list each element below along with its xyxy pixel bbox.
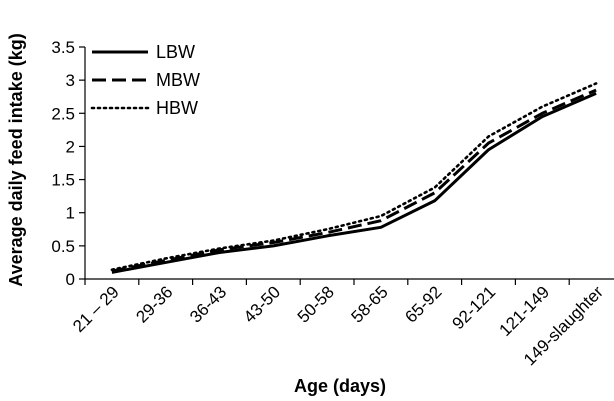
x-tick-label: 21 – 29: [69, 282, 123, 336]
x-tick-label: 36-43: [186, 282, 230, 326]
y-tick-label: 1.5: [51, 171, 75, 190]
series-line-mbw: [111, 88, 597, 273]
x-tick-label: 50-58: [294, 282, 338, 326]
y-tick-label: 1: [66, 204, 75, 223]
series-line-hbw: [110, 82, 598, 272]
x-tick-label: 58-65: [348, 282, 392, 326]
legend-label-mbw: MBW: [156, 70, 200, 90]
x-tick-label: 92-121: [448, 282, 499, 333]
x-tick-label: 43-50: [240, 282, 284, 326]
series-line-lbw: [111, 92, 597, 274]
x-axis-title: Age (days): [294, 376, 386, 396]
y-tick-label: 2: [66, 137, 75, 156]
x-tick-label: 29-36: [132, 282, 176, 326]
legend-label-hbw: HBW: [156, 98, 198, 118]
y-tick-label: 3.5: [51, 38, 75, 57]
y-axis-title: Average daily feed intake (kg): [6, 33, 26, 286]
x-axis: 21 – 29 29-36 36-43 43-50 50-58 58-65 65-92 92-…: [69, 278, 614, 369]
legend: LBW MBW HBW: [90, 42, 200, 118]
y-axis: 0 0.5 1 1.5 2 2.5 3 3.5: [51, 38, 86, 289]
y-tick-label: 0: [66, 270, 75, 289]
legend-label-lbw: LBW: [156, 42, 195, 62]
x-tick-label: 65-92: [401, 282, 445, 326]
series-lines: [110, 82, 598, 274]
y-tick-label: 3: [66, 71, 75, 90]
y-tick-label: 0.5: [51, 237, 75, 256]
y-tick-label: 2.5: [51, 104, 75, 123]
